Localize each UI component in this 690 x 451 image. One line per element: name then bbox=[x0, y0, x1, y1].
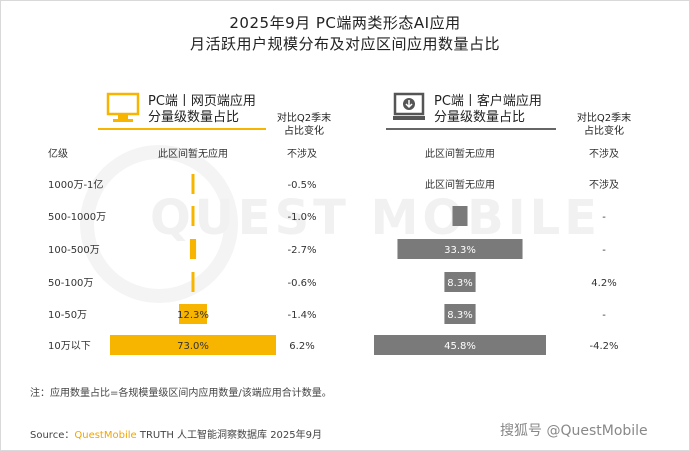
web-change: -2.7% bbox=[287, 245, 316, 256]
client-empty-note: 此区间暂无应用 bbox=[425, 178, 495, 191]
row-label: 1000万-1亿 bbox=[48, 178, 103, 191]
client-change: - bbox=[602, 212, 606, 223]
web-bar bbox=[189, 239, 197, 259]
row-label: 50-100万 bbox=[48, 278, 93, 289]
web-bar bbox=[191, 174, 195, 194]
client-bar bbox=[397, 239, 523, 259]
web-bar bbox=[191, 272, 195, 292]
client-change: 4.2% bbox=[591, 278, 616, 289]
chart-title-line1: 2025年9月 PC端两类形态AI应用 bbox=[229, 14, 461, 32]
web-change: -0.6% bbox=[287, 278, 316, 289]
client-change: - bbox=[602, 245, 606, 256]
source-line: Source：QuestMobile TRUTH 人工智能洞察数据库 2025年… bbox=[30, 430, 323, 441]
client-change: -4.2% bbox=[589, 341, 618, 352]
web-empty-note: 此区间暂无应用 bbox=[158, 147, 228, 160]
download-monitor-icon bbox=[392, 92, 426, 128]
row-label: 500-1000万 bbox=[48, 212, 106, 223]
web-change: 6.2% bbox=[289, 341, 314, 352]
client-bar-label: 33.3% bbox=[444, 245, 476, 256]
web-change: -0.5% bbox=[287, 180, 316, 191]
client-bar bbox=[444, 304, 476, 324]
client-bar-label: 45.8% bbox=[444, 341, 476, 352]
web-header-title: PC端丨网页端应用 分量级数量占比 bbox=[148, 94, 256, 125]
web-change: -1.4% bbox=[287, 310, 316, 321]
client-header-title: PC端丨客户端应用 分量级数量占比 bbox=[434, 94, 542, 125]
web-compare-header: 对比Q2季末 占比变化 bbox=[276, 113, 332, 137]
web-change: 不涉及 bbox=[287, 147, 317, 160]
row-label: 100-500万 bbox=[48, 245, 100, 256]
client-bar bbox=[374, 335, 546, 355]
row-label: 10万以下 bbox=[48, 341, 91, 352]
web-bar-label: 73.0% bbox=[177, 341, 209, 352]
monitor-icon bbox=[106, 92, 140, 128]
credit-watermark: 搜狐号 @QuestMobile bbox=[500, 423, 648, 439]
row-label: 10-50万 bbox=[48, 310, 87, 321]
web-bar bbox=[179, 304, 207, 324]
web-bar bbox=[110, 335, 276, 355]
watermark-text: QUEST MOBILE bbox=[150, 190, 601, 246]
client-change: 不涉及 bbox=[589, 147, 619, 160]
web-bar-label: 12.3% bbox=[177, 310, 209, 321]
client-header-underline bbox=[386, 128, 556, 130]
web-header-underline bbox=[98, 128, 266, 130]
client-change: - bbox=[602, 310, 606, 321]
client-bar-label: 8.3% bbox=[447, 278, 472, 289]
client-empty-note: 此区间暂无应用 bbox=[425, 147, 495, 160]
client-bar bbox=[452, 206, 468, 226]
row-label: 亿级 bbox=[48, 147, 68, 160]
chart-title-line2: 月活跃用户规模分布及对应区间应用数量占比 bbox=[189, 35, 500, 53]
client-compare-header: 对比Q2季末 占比变化 bbox=[576, 113, 632, 137]
client-bar-label: 8.3% bbox=[447, 310, 472, 321]
client-bar bbox=[444, 272, 476, 292]
web-bar bbox=[191, 206, 195, 226]
client-change: 不涉及 bbox=[589, 178, 619, 191]
web-change: -1.0% bbox=[287, 212, 316, 223]
footnote: 注：应用数量占比=各规模量级区间内应用数量/该端应用合计数量。 bbox=[30, 388, 332, 399]
